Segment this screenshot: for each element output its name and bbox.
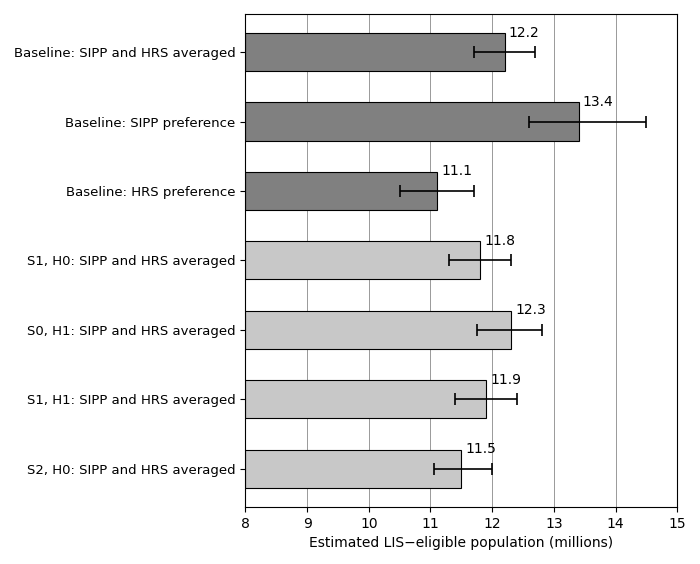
Bar (246, 311, 511, 349)
Bar (246, 33, 505, 71)
Bar (246, 172, 437, 210)
Text: 11.8: 11.8 (484, 234, 515, 248)
Bar (246, 241, 480, 279)
X-axis label: Estimated LIS−eligible population (millions): Estimated LIS−eligible population (milli… (309, 536, 613, 550)
Bar (246, 103, 579, 140)
Bar (246, 380, 486, 418)
Text: 11.9: 11.9 (490, 373, 522, 387)
Text: 11.5: 11.5 (466, 442, 496, 456)
Text: 12.3: 12.3 (515, 303, 546, 318)
Text: 13.4: 13.4 (583, 95, 614, 109)
Bar (246, 450, 461, 488)
Text: 11.1: 11.1 (441, 165, 472, 178)
Text: 12.2: 12.2 (509, 25, 540, 39)
